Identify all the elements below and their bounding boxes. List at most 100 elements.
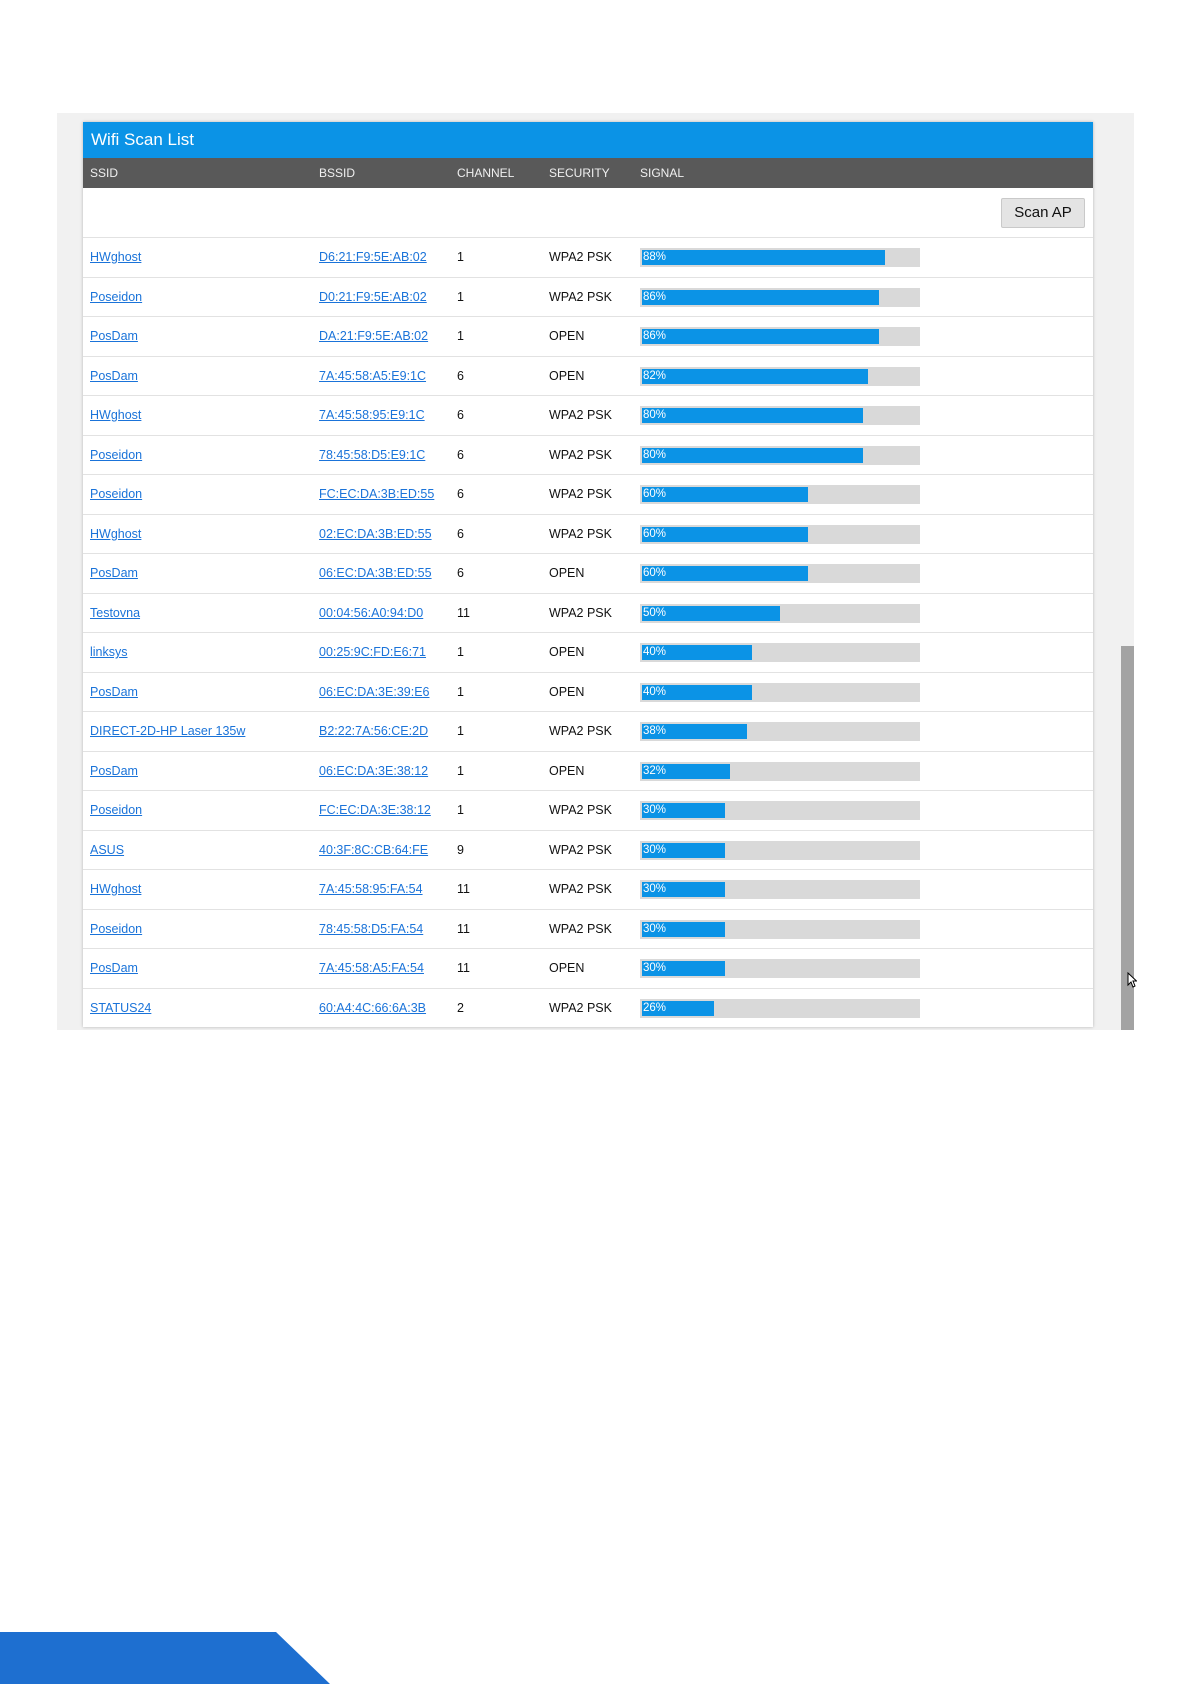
ssid-link[interactable]: Poseidon <box>90 289 143 304</box>
channel-value: 1 <box>457 763 464 778</box>
bssid-link[interactable]: FC:EC:DA:3B:ED:55 <box>319 487 435 501</box>
bssid-link[interactable]: D6:21:F9:5E:AB:02 <box>319 250 427 264</box>
column-channel: CHANNEL <box>457 166 515 180</box>
signal-percent: 30% <box>643 804 667 816</box>
ssid-link[interactable]: PosDam <box>90 961 138 975</box>
signal-bar: 30% <box>640 880 920 899</box>
signal-percent: 30% <box>643 962 667 974</box>
channel-value: 2 <box>457 1000 464 1015</box>
channel-value: 9 <box>457 842 464 857</box>
bssid-link[interactable]: 7A:45:58:95:FA:54 <box>319 882 423 896</box>
table-row: linksys 00:25:9C:FD:E6:71 1 OPEN 40% <box>83 633 1093 673</box>
signal-bar-fill <box>642 250 885 265</box>
signal-bar-fill <box>642 566 808 581</box>
bssid-link[interactable]: 78:45:58:D5:FA:54 <box>319 921 424 936</box>
security-value: WPA2 PSK <box>549 487 612 501</box>
table-row: HWghost 7A:45:58:95:E9:1C 6 WPA2 PSK 80% <box>83 396 1093 436</box>
ssid-link[interactable]: PosDam <box>90 329 138 343</box>
footer-brand-band <box>0 1632 330 1684</box>
column-header-bar: SSID BSSID CHANNEL SECURITY SIGNAL <box>83 158 1093 188</box>
channel-value: 6 <box>457 566 464 580</box>
table-row: Poseidon D0:21:F9:5E:AB:02 1 WPA2 PSK 86% <box>83 278 1093 317</box>
signal-bar-fill <box>642 289 879 305</box>
channel-value: 11 <box>457 882 470 896</box>
signal-bar-fill <box>642 724 747 739</box>
bssid-link[interactable]: 60:A4:4C:66:6A:3B <box>319 1000 427 1015</box>
ssid-link[interactable]: PosDam <box>90 763 138 778</box>
bssid-link[interactable]: 78:45:58:D5:E9:1C <box>319 447 426 462</box>
signal-bar: 30% <box>640 959 920 978</box>
bssid-link[interactable]: 7A:45:58:A5:E9:1C <box>319 368 427 383</box>
bssid-link[interactable]: B2:22:7A:56:CE:2D <box>319 724 429 738</box>
table-row: PosDam 06:EC:DA:3E:39:E6 1 OPEN 40% <box>83 673 1093 712</box>
ssid-link[interactable]: DIRECT-2D-HP Laser 135w <box>90 724 246 738</box>
wifi-scan-screenshot: Wifi Scan List SSID BSSID CHANNEL SECURI… <box>57 113 1134 1030</box>
security-value: WPA2 PSK <box>549 724 612 738</box>
ssid-link[interactable]: STATUS24 <box>90 1000 152 1015</box>
scrollbar-track[interactable] <box>1121 113 1134 1030</box>
ssid-link[interactable]: ASUS <box>90 842 125 857</box>
channel-value: 6 <box>457 526 464 541</box>
scrollbar-thumb[interactable] <box>1121 646 1134 1030</box>
ssid-link[interactable]: Poseidon <box>90 921 143 936</box>
signal-percent: 60% <box>643 488 667 500</box>
signal-bar-fill <box>642 408 863 423</box>
ssid-link[interactable]: HWghost <box>90 882 142 896</box>
signal-bar: 86% <box>640 327 920 346</box>
ssid-link[interactable]: PosDam <box>90 566 138 580</box>
bssid-link[interactable]: 00:04:56:A0:94:D0 <box>319 605 424 620</box>
signal-bar: 30% <box>640 919 920 939</box>
security-value: WPA2 PSK <box>549 408 612 422</box>
table-row: Poseidon FC:EC:DA:3E:38:12 1 WPA2 PSK 30% <box>83 791 1093 831</box>
bssid-link[interactable]: DA:21:F9:5E:AB:02 <box>319 329 429 343</box>
signal-bar: 60% <box>640 564 920 583</box>
bssid-link[interactable]: 7A:45:58:A5:FA:54 <box>319 961 424 975</box>
security-value: WPA2 PSK <box>549 526 612 541</box>
ssid-link[interactable]: Testovna <box>90 605 141 620</box>
channel-value: 6 <box>457 487 464 501</box>
ssid-link[interactable]: HWghost <box>90 408 142 422</box>
ssid-link[interactable]: Poseidon <box>90 447 143 462</box>
bssid-link[interactable]: 40:3F:8C:CB:64:FE <box>319 842 429 857</box>
bssid-link[interactable]: 06:EC:DA:3B:ED:55 <box>319 566 432 580</box>
ssid-link[interactable]: Poseidon <box>90 803 143 817</box>
ssid-link[interactable]: PosDam <box>90 684 138 699</box>
channel-value: 1 <box>457 645 464 659</box>
channel-value: 6 <box>457 368 464 383</box>
signal-percent: 32% <box>643 764 667 777</box>
signal-bar: 86% <box>640 287 920 307</box>
scan-ap-button[interactable]: Scan AP <box>1001 198 1085 228</box>
panel-title: Wifi Scan List <box>83 122 1093 158</box>
signal-bar: 26% <box>640 998 920 1018</box>
ssid-link[interactable]: HWghost <box>90 250 142 264</box>
ssid-link[interactable]: PosDam <box>90 368 138 383</box>
signal-percent: 50% <box>643 606 667 619</box>
signal-bar-fill <box>642 684 752 700</box>
bssid-link[interactable]: FC:EC:DA:3E:38:12 <box>319 803 431 817</box>
table-row: HWghost 02:EC:DA:3B:ED:55 6 WPA2 PSK 60% <box>83 515 1093 554</box>
channel-value: 1 <box>457 289 464 304</box>
ssid-link[interactable]: HWghost <box>90 526 142 541</box>
bssid-link[interactable]: D0:21:F9:5E:AB:02 <box>319 289 427 304</box>
bssid-link[interactable]: 06:EC:DA:3E:38:12 <box>319 763 429 778</box>
channel-value: 11 <box>457 961 470 975</box>
bssid-link[interactable]: 06:EC:DA:3E:39:E6 <box>319 684 430 699</box>
ssid-link[interactable]: Poseidon <box>90 487 143 501</box>
bssid-link[interactable]: 02:EC:DA:3B:ED:55 <box>319 526 432 541</box>
bssid-link[interactable]: 7A:45:58:95:E9:1C <box>319 408 425 422</box>
channel-value: 1 <box>457 329 464 343</box>
signal-percent: 30% <box>643 922 667 935</box>
ssid-link[interactable]: linksys <box>90 645 128 659</box>
security-value: WPA2 PSK <box>549 1000 612 1015</box>
column-signal: SIGNAL <box>640 166 685 180</box>
signal-percent: 82% <box>643 369 667 382</box>
security-value: WPA2 PSK <box>549 289 612 304</box>
bssid-link[interactable]: 00:25:9C:FD:E6:71 <box>319 645 427 659</box>
column-ssid: SSID <box>90 166 119 180</box>
wifi-scan-panel: Wifi Scan List SSID BSSID CHANNEL SECURI… <box>83 122 1093 1027</box>
signal-bar: 60% <box>640 524 920 544</box>
table-row: PosDam 06:EC:DA:3B:ED:55 6 OPEN 60% <box>83 554 1093 594</box>
signal-bar-fill <box>642 605 780 621</box>
signal-bar-fill <box>642 763 730 779</box>
signal-percent: 40% <box>643 685 667 698</box>
